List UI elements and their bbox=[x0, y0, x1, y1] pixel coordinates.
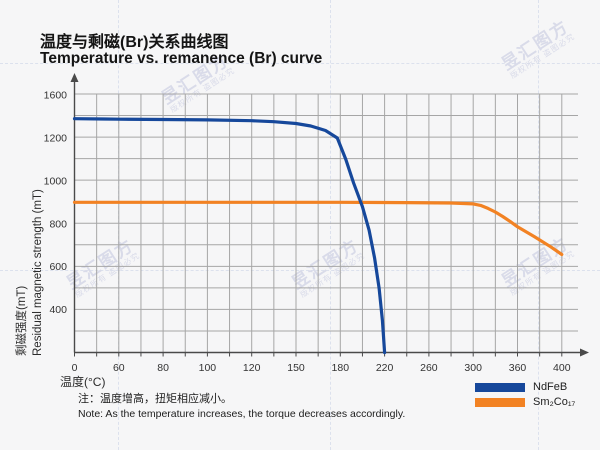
note-en: Note: As the temperature increases, the … bbox=[78, 408, 406, 420]
svg-text:80: 80 bbox=[157, 362, 169, 374]
y-axis-title-en: Residual magnetic strength (mT) bbox=[32, 189, 44, 356]
legend-label-sm2co17: Sm₂Co₁₇ bbox=[533, 396, 576, 408]
svg-text:800: 800 bbox=[49, 218, 67, 230]
svg-text:120: 120 bbox=[243, 362, 261, 374]
svg-text:60: 60 bbox=[113, 362, 125, 374]
svg-text:220: 220 bbox=[376, 362, 394, 374]
svg-text:0: 0 bbox=[72, 362, 78, 374]
legend-swatch-sm2co17 bbox=[475, 398, 525, 407]
chart-title-en: Temperature vs. remanence (Br) curve bbox=[40, 50, 323, 67]
note-zh: 注：温度增高，扭矩相应减小。 bbox=[78, 393, 232, 405]
svg-text:260: 260 bbox=[420, 362, 438, 374]
svg-text:100: 100 bbox=[199, 362, 217, 374]
svg-text:1600: 1600 bbox=[44, 90, 68, 102]
series-NdFeB bbox=[72, 117, 387, 355]
x-tick-labels: 0 60 80 100 120 150 180 220 260 300 360 400 bbox=[72, 362, 571, 374]
legend: NdFeB Sm₂Co₁₇ bbox=[475, 382, 575, 412]
legend-item-ndfeb: NdFeB bbox=[475, 382, 575, 393]
series-Sm₂Co₁₇ bbox=[72, 200, 564, 257]
x-tick-marks bbox=[74, 352, 563, 357]
svg-text:600: 600 bbox=[49, 261, 67, 273]
dashed-guide-vertical bbox=[538, 0, 539, 450]
legend-swatch-ndfeb bbox=[475, 383, 525, 392]
svg-text:360: 360 bbox=[509, 362, 527, 374]
dashed-guide-horizontal bbox=[0, 63, 600, 64]
legend-label-ndfeb: NdFeB bbox=[533, 381, 568, 393]
svg-text:300: 300 bbox=[464, 362, 482, 374]
axes bbox=[70, 73, 589, 357]
svg-text:150: 150 bbox=[287, 362, 305, 374]
legend-item-sm2co17: Sm₂Co₁₇ bbox=[475, 397, 575, 408]
y-axis-title-zh: 剩磁强度(mT) bbox=[16, 285, 28, 356]
chart-title-zh: 温度与剩磁(Br)关系曲线图 bbox=[40, 34, 229, 51]
y-tick-labels: 1600 1200 1000 800 600 400 bbox=[44, 90, 68, 317]
dashed-guide-horizontal bbox=[0, 270, 600, 271]
svg-text:1000: 1000 bbox=[44, 175, 68, 187]
svg-text:400: 400 bbox=[553, 362, 571, 374]
notes: 注：温度增高，扭矩相应减小。 Note: As the temperature … bbox=[78, 390, 405, 420]
x-axis-title: 温度(°C) bbox=[60, 375, 106, 389]
svg-text:1200: 1200 bbox=[44, 133, 68, 145]
svg-text:180: 180 bbox=[332, 362, 350, 374]
svg-text:400: 400 bbox=[49, 304, 67, 316]
dashed-guide-vertical bbox=[330, 0, 331, 450]
